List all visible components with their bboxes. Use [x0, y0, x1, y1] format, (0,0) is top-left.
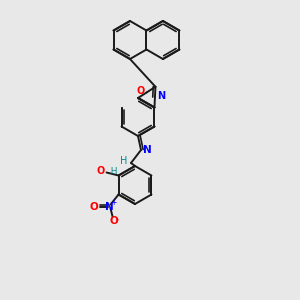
Text: H: H — [104, 167, 117, 176]
Text: -: - — [116, 215, 119, 224]
Text: O: O — [136, 86, 145, 96]
Text: H: H — [120, 156, 128, 166]
Text: N: N — [157, 91, 165, 101]
Text: N: N — [142, 145, 152, 155]
Text: O: O — [96, 167, 104, 176]
Text: +: + — [110, 198, 117, 207]
Text: O: O — [109, 217, 118, 226]
Text: N: N — [105, 202, 114, 212]
Text: O: O — [89, 202, 98, 212]
